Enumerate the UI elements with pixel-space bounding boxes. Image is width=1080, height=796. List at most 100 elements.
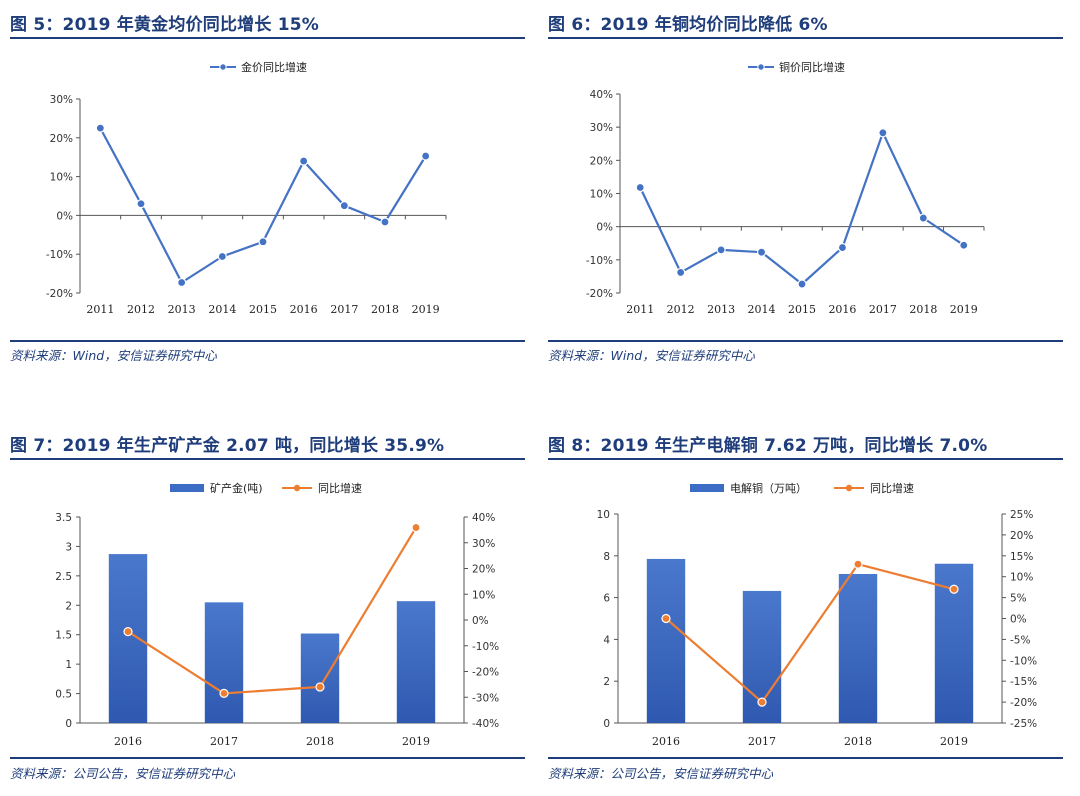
legend-line-label: 同比增速 — [318, 481, 362, 495]
legend-marker — [219, 63, 227, 71]
bar — [204, 602, 244, 723]
y-left-tick-label: 8 — [603, 551, 610, 563]
legend-label: 铜价同比增速 — [779, 60, 845, 74]
data-point — [918, 213, 928, 223]
y-left-tick-label: 6 — [603, 593, 610, 605]
y-right-tick-label: -10% — [472, 641, 499, 653]
y-left-tick-label: 3 — [65, 541, 72, 553]
bar — [300, 633, 340, 723]
data-point — [676, 267, 686, 278]
data-point — [136, 199, 146, 209]
figure-6-title: 图 6：2019 年铜均价同比降低 6% — [548, 15, 828, 35]
y-tick-label: 30% — [590, 122, 613, 134]
data-point — [380, 217, 390, 227]
x-category-label: 2016 — [114, 735, 142, 748]
x-category-label: 2018 — [909, 303, 937, 316]
bar — [838, 573, 878, 723]
y-tick-label: 0% — [596, 222, 613, 234]
x-category-label: 2011 — [86, 303, 114, 316]
bar — [108, 554, 148, 723]
x-category-label: 2018 — [306, 735, 334, 748]
figure-5-title: 图 5：2019 年黄金均价同比增长 15% — [10, 15, 319, 35]
y-tick-label: -20% — [46, 288, 73, 300]
growth-point — [661, 613, 671, 624]
x-category-label: 2013 — [168, 303, 196, 316]
figure-8-bottom-rule — [548, 757, 1063, 759]
x-category-label: 2019 — [402, 735, 430, 748]
figure-8-source: 资料来源：公司公告，安信证券研究中心 — [548, 766, 774, 781]
y-tick-label: 10% — [590, 189, 613, 201]
figure-5-panel: 图 5：2019 年黄金均价同比增长 15% 金价同比增速 -20% -10% 0% 1… — [10, 10, 525, 370]
data-point — [177, 277, 187, 288]
data-point — [95, 123, 105, 133]
y-right-tick-label: 10% — [1010, 572, 1033, 584]
bar — [646, 558, 686, 723]
legend-bar-swatch — [690, 484, 724, 492]
figure-6-panel: 图 6：2019 年铜均价同比降低 6% 铜价同比增速 -20% -10% 0% 10%… — [548, 10, 1063, 370]
y-tick-label: -10% — [46, 249, 73, 261]
y-tick-label: 40% — [590, 89, 613, 101]
y-tick-label: -20% — [586, 288, 613, 300]
y-right-tick-label: -20% — [472, 667, 499, 679]
series-line — [639, 131, 965, 286]
y-tick-label: 10% — [50, 172, 73, 184]
legend-bar-swatch — [170, 484, 204, 492]
y-left-tick-label: 2 — [65, 600, 72, 612]
figure-5-source: 资料来源：Wind，安信证券研究中心 — [10, 348, 217, 363]
y-right-tick-label: 0% — [1010, 614, 1027, 626]
growth-line — [127, 527, 417, 695]
y-left-tick-label: 2 — [603, 676, 610, 688]
figure-8-top-rule — [548, 458, 1063, 460]
x-category-label: 2019 — [412, 303, 440, 316]
data-point — [716, 245, 726, 255]
growth-point — [757, 697, 767, 707]
data-point — [878, 128, 888, 138]
data-point — [959, 240, 969, 250]
legend-label: 金价同比增速 — [241, 60, 307, 74]
x-category-label: 2015 — [249, 303, 277, 316]
growth-point — [315, 682, 325, 692]
y-left-tick-label: 0.5 — [55, 689, 72, 701]
legend-marker — [293, 484, 301, 492]
data-point — [339, 201, 349, 211]
figure-6-source: 资料来源：Wind，安信证券研究中心 — [548, 348, 755, 363]
figure-6-chart: 铜价同比增速 -20% -10% 0% 10% 20% 30% 40% 2011 2012 2013… — [586, 60, 985, 316]
y-right-tick-label: -5% — [1010, 634, 1030, 646]
figure-7-chart: 矿产金(吨) 同比增速 0 0.5 1 1.5 2 2.5 3 3.5 -40% -30% -20% -1… — [55, 481, 499, 748]
data-point — [797, 279, 807, 289]
y-right-tick-label: -15% — [1010, 676, 1037, 688]
x-category-label: 2017 — [748, 735, 776, 748]
legend-bar-label: 电解铜（万吨） — [730, 481, 807, 495]
data-point — [756, 247, 767, 257]
growth-point — [123, 626, 133, 637]
x-category-label: 2014 — [208, 303, 236, 316]
x-category-label: 2017 — [210, 735, 238, 748]
x-category-label: 2013 — [707, 303, 735, 316]
data-point — [258, 237, 268, 247]
y-left-tick-label: 10 — [597, 509, 610, 521]
x-category-label: 2019 — [940, 735, 968, 748]
data-point — [299, 156, 309, 166]
y-left-tick-label: 4 — [603, 634, 610, 646]
figure-8-title: 图 8：2019 年生产电解铜 7.62 万吨，同比增长 7.0% — [548, 436, 988, 456]
y-tick-label: 30% — [50, 94, 73, 106]
legend-line-label: 同比增速 — [870, 481, 914, 495]
y-tick-label: -10% — [586, 255, 613, 267]
data-point — [421, 151, 431, 161]
x-category-label: 2014 — [748, 303, 776, 316]
x-category-label: 2011 — [626, 303, 654, 316]
figure-5-top-rule — [10, 37, 525, 39]
x-category-label: 2019 — [950, 303, 978, 316]
y-right-tick-label: 30% — [472, 538, 495, 550]
bar — [396, 601, 436, 723]
legend-marker — [757, 63, 765, 71]
figure-7-source: 资料来源：公司公告，安信证券研究中心 — [10, 766, 236, 781]
x-category-label: 2012 — [127, 303, 155, 316]
y-tick-label: 20% — [50, 133, 73, 145]
y-right-tick-label: 15% — [1010, 551, 1033, 563]
x-category-label: 2016 — [652, 735, 680, 748]
y-right-tick-label: -20% — [1010, 697, 1037, 709]
y-right-tick-label: 20% — [472, 564, 495, 576]
figure-7-title: 图 7：2019 年生产矿产金 2.07 吨，同比增长 35.9% — [10, 436, 445, 456]
figure-7-panel: 图 7：2019 年生产矿产金 2.07 吨，同比增长 35.9% 矿产金(吨)… — [10, 431, 525, 791]
